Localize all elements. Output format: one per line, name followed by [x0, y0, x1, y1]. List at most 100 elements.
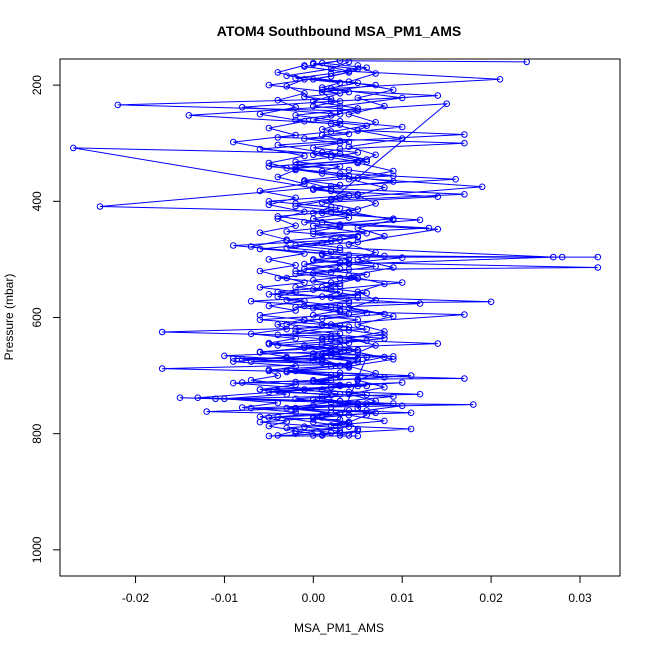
data-point	[301, 316, 308, 324]
data-point	[283, 404, 291, 412]
data-point	[345, 241, 353, 248]
data-point	[292, 131, 299, 139]
data-point	[345, 339, 353, 347]
data-point	[345, 172, 353, 180]
data-point	[363, 382, 371, 390]
data-point	[336, 172, 344, 180]
data-point	[265, 302, 273, 310]
data-point	[265, 198, 273, 205]
x-tick-label: -0.02	[122, 591, 150, 605]
data-point	[354, 94, 362, 102]
data-point	[336, 117, 344, 125]
data-point	[310, 60, 317, 68]
data-point	[327, 112, 335, 119]
data-point	[398, 135, 406, 142]
data-point	[336, 307, 344, 314]
data-point	[327, 422, 335, 429]
data-point	[594, 253, 602, 261]
data-point	[345, 256, 353, 263]
data-point	[310, 144, 317, 152]
data-point	[390, 400, 397, 407]
data-point	[301, 152, 308, 160]
data-point	[354, 316, 362, 324]
data-point	[390, 313, 397, 320]
data-point	[318, 432, 326, 439]
data-point	[301, 302, 308, 310]
data-point	[336, 59, 344, 64]
data-point	[318, 239, 326, 247]
data-point	[292, 367, 299, 375]
data-point	[381, 232, 388, 240]
data-point	[407, 409, 415, 417]
x-axis: -0.02 -0.01 0.00 0.01 0.02 0.03	[122, 575, 592, 605]
data-point	[292, 404, 299, 412]
data-point	[461, 375, 468, 382]
data-point	[345, 432, 353, 439]
x-tick-label: 0.00	[302, 591, 326, 605]
y-tick-label: 1000	[30, 536, 44, 563]
data-point	[336, 397, 344, 405]
series-line	[224, 64, 307, 436]
data-point	[283, 236, 291, 243]
data-point	[354, 127, 362, 134]
data-point	[301, 135, 308, 142]
data-point	[381, 102, 388, 110]
data-point	[372, 151, 379, 159]
data-point	[96, 203, 104, 210]
data-point	[390, 178, 397, 185]
data-point	[550, 253, 557, 261]
data-point	[230, 138, 237, 146]
x-axis-label: MSA_PM1_AMS	[294, 621, 384, 635]
data-point	[345, 259, 353, 267]
data-point	[336, 288, 344, 296]
data-point	[336, 181, 344, 189]
data-point	[310, 98, 317, 105]
data-point	[310, 414, 317, 421]
data-point	[292, 222, 299, 229]
data-point	[310, 102, 317, 110]
data-point	[283, 321, 291, 328]
data-point	[256, 110, 264, 118]
data-point	[381, 331, 388, 339]
data-point	[265, 291, 273, 298]
data-point	[247, 297, 255, 305]
data-point	[256, 316, 264, 324]
data-point	[301, 76, 308, 83]
data-point	[354, 256, 362, 263]
y-tick-label: 600	[30, 307, 44, 327]
data-point	[372, 81, 379, 89]
series-6	[221, 62, 308, 439]
data-point	[336, 372, 344, 379]
data-point	[381, 353, 388, 361]
data-point	[345, 110, 353, 118]
data-point	[407, 372, 415, 379]
data-point	[327, 321, 335, 328]
data-point	[238, 404, 246, 411]
data-point	[301, 297, 308, 305]
data-point	[256, 187, 264, 195]
data-point	[292, 242, 299, 249]
data-point	[363, 271, 371, 278]
data-point	[283, 418, 291, 425]
data-point	[318, 411, 326, 419]
data-point	[310, 228, 317, 235]
data-point	[256, 284, 264, 291]
data-point	[354, 288, 362, 296]
data-point	[301, 423, 308, 431]
data-point	[292, 112, 299, 119]
data-point	[398, 279, 406, 286]
data-point	[265, 124, 273, 132]
data-point	[265, 432, 273, 440]
x-tick-label: 0.01	[391, 591, 415, 605]
data-point	[274, 321, 282, 328]
data-point	[390, 86, 397, 94]
data-point	[434, 193, 442, 200]
data-point	[390, 356, 397, 363]
data-point	[265, 163, 273, 170]
data-point	[301, 90, 308, 97]
data-point	[301, 177, 308, 184]
data-point	[354, 192, 362, 199]
data-point	[345, 407, 353, 414]
data-point	[318, 351, 326, 359]
